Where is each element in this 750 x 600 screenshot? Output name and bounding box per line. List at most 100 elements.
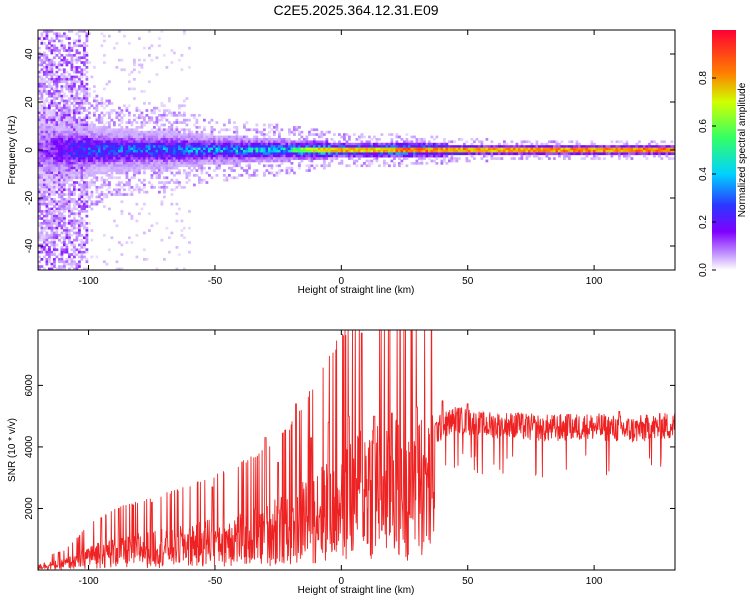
heatmap-cell xyxy=(68,205,71,208)
heatmap-cell xyxy=(85,231,89,235)
heatmap-cell xyxy=(218,154,221,158)
heatmap-cell xyxy=(275,150,279,153)
heatmap-cell xyxy=(73,243,76,247)
heatmap-cell xyxy=(105,104,109,108)
heatmap-cell xyxy=(108,126,111,129)
heatmap-cell xyxy=(50,188,54,192)
heatmap-cell xyxy=(120,169,124,172)
heatmap-cell xyxy=(190,164,194,168)
heatmap-cell xyxy=(260,133,264,136)
heatmap-cell xyxy=(310,157,314,160)
heatmap-cell xyxy=(285,154,289,158)
heatmap-cell xyxy=(248,162,251,165)
heatmap-cell xyxy=(543,150,546,153)
heatmap-cell xyxy=(448,150,451,153)
heatmap-cell xyxy=(80,80,84,84)
heatmap-cell xyxy=(173,174,176,177)
heatmap-cell xyxy=(68,267,71,270)
heatmap-cell xyxy=(145,166,149,170)
heatmap-cell xyxy=(278,164,281,168)
heatmap-cell xyxy=(228,118,231,122)
heatmap-cell xyxy=(73,171,76,175)
heatmap-cell xyxy=(135,121,139,124)
heatmap-cell xyxy=(498,152,501,156)
heatmap-cell xyxy=(125,159,129,163)
heatmap-cell xyxy=(128,164,131,168)
heatmap-cell xyxy=(40,190,44,194)
heatmap-cell xyxy=(40,198,44,201)
heatmap-cell xyxy=(220,128,224,132)
heatmap-cell xyxy=(120,164,124,168)
heatmap-cell xyxy=(98,121,101,124)
heatmap-cell xyxy=(45,195,49,199)
heatmap-cell xyxy=(88,159,91,163)
heatmap-cell xyxy=(483,147,486,151)
heatmap-cell xyxy=(618,150,621,153)
heatmap-cell xyxy=(165,166,169,170)
heatmap-cell xyxy=(48,174,51,177)
heatmap-cell xyxy=(595,157,599,160)
heatmap-cell xyxy=(230,138,234,141)
heatmap-cell xyxy=(115,128,119,132)
heatmap-cell xyxy=(58,121,61,124)
heatmap-cell xyxy=(85,152,89,156)
heatmap-cell xyxy=(173,133,176,136)
heatmap-cell xyxy=(328,145,331,148)
heatmap-cell xyxy=(283,145,286,148)
heatmap-cell xyxy=(80,162,84,165)
heatmap-cell xyxy=(165,130,169,134)
heatmap-cell xyxy=(70,140,74,144)
heatmap-cell xyxy=(120,133,124,136)
heatmap-cell xyxy=(163,130,166,134)
heatmap-cell xyxy=(58,176,61,180)
heatmap-cell xyxy=(153,130,156,134)
heatmap-cell xyxy=(85,234,89,237)
heatmap-cell xyxy=(528,150,531,153)
heatmap-cell xyxy=(113,123,116,127)
heatmap-cell xyxy=(75,222,79,225)
heatmap-cell xyxy=(340,135,344,139)
heatmap-cell xyxy=(100,169,104,172)
x-tick-label: -100 xyxy=(79,276,99,287)
heatmap-cell xyxy=(78,214,81,218)
heatmap-cell xyxy=(308,159,311,163)
heatmap-cell xyxy=(63,118,66,122)
heatmap-cell xyxy=(210,142,214,146)
heatmap-cell xyxy=(300,145,304,148)
heatmap-cell xyxy=(53,92,56,96)
heatmap-cell xyxy=(50,219,54,223)
heatmap-cell xyxy=(475,150,479,153)
heatmap-cell xyxy=(550,147,554,151)
heatmap-cell xyxy=(68,190,71,194)
heatmap-cell xyxy=(58,166,61,170)
heatmap-cell xyxy=(53,135,56,139)
heatmap-cell xyxy=(523,140,526,144)
heatmap-cell xyxy=(345,142,349,146)
heatmap-cell xyxy=(553,152,556,156)
heatmap-cell xyxy=(73,174,76,177)
heatmap-cell xyxy=(295,145,299,148)
heatmap-cell xyxy=(58,114,61,117)
heatmap-cell xyxy=(340,150,344,153)
heatmap-cell xyxy=(188,130,191,134)
heatmap-cell xyxy=(598,157,601,160)
heatmap-cell xyxy=(158,128,161,132)
heatmap-cell xyxy=(443,152,446,156)
heatmap-cell xyxy=(170,111,174,115)
heatmap-cell xyxy=(178,150,181,153)
heatmap-cell xyxy=(158,135,161,139)
heatmap-cell xyxy=(120,118,124,122)
heatmap-cell xyxy=(43,169,46,172)
heatmap-cell xyxy=(335,142,339,146)
heatmap-cell xyxy=(383,145,386,148)
heatmap-cell xyxy=(38,58,41,62)
heatmap-cell xyxy=(38,102,41,105)
heatmap-cell xyxy=(470,138,474,141)
heatmap-cell xyxy=(590,157,594,160)
heatmap-cell xyxy=(178,183,181,187)
heatmap-cell xyxy=(215,174,219,177)
heatmap-cell xyxy=(268,157,271,160)
heatmap-cell xyxy=(138,150,141,153)
heatmap-cell xyxy=(83,133,86,136)
heatmap-cell xyxy=(53,205,56,208)
